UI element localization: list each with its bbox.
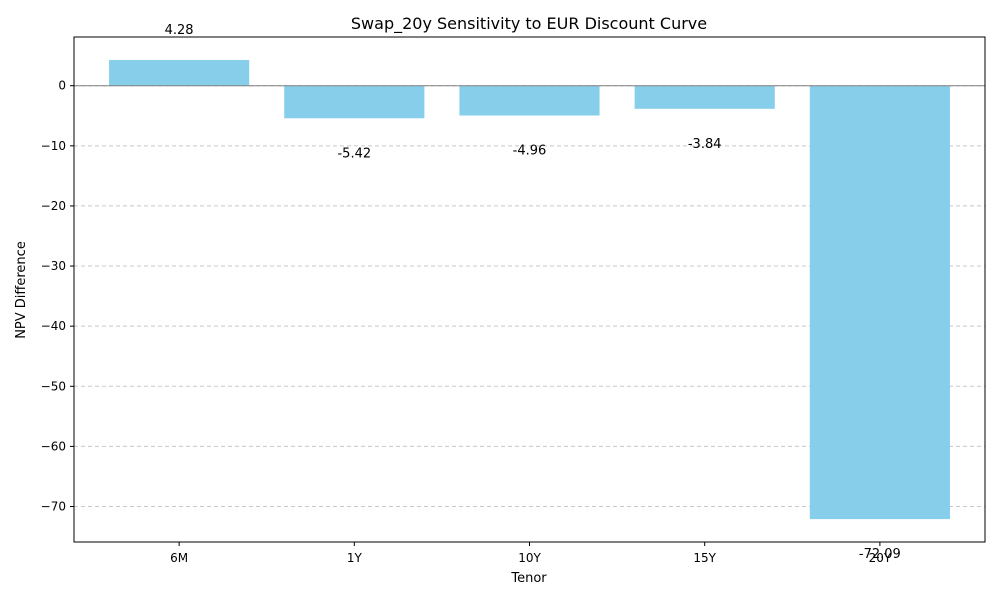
data-label: 4.28 (165, 23, 194, 38)
data-label: -5.42 (337, 146, 371, 161)
bar-6m (109, 59, 250, 86)
x-tick-label: 15Y (693, 551, 716, 565)
y-tick-label: −40 (41, 319, 66, 333)
y-tick-label: −70 (41, 500, 66, 514)
data-label: -3.84 (688, 137, 722, 152)
bars (109, 59, 950, 520)
bar-15y (634, 85, 775, 109)
y-tick-label: −60 (41, 439, 66, 453)
x-tick-label: 10Y (518, 551, 541, 565)
bar-10y (459, 85, 600, 116)
x-axis: 6M 1Y 10Y 15Y 20Y (170, 542, 892, 565)
data-labels: 4.28 -5.42 -4.96 -3.84 -72.09 (165, 23, 901, 562)
bar-1y (284, 85, 425, 119)
data-label: -72.09 (859, 547, 901, 562)
x-tick-label: 6M (170, 551, 188, 565)
y-tick-label: −30 (41, 259, 66, 273)
bar-20y (809, 85, 950, 520)
y-tick-label: −20 (41, 199, 66, 213)
y-axis-label: NPV Difference (14, 241, 29, 339)
y-tick-label: −10 (41, 139, 66, 153)
y-axis: 0 −10 −20 −30 −40 −50 −60 −70 (41, 79, 74, 514)
chart-title: Swap_20y Sensitivity to EUR Discount Cur… (351, 14, 707, 34)
data-label: -4.96 (513, 144, 547, 159)
y-tick-label: 0 (58, 79, 66, 93)
x-axis-label: Tenor (510, 571, 547, 586)
x-tick-label: 1Y (347, 551, 363, 565)
y-tick-label: −50 (41, 379, 66, 393)
x-tick-label: 20Y (869, 551, 892, 565)
